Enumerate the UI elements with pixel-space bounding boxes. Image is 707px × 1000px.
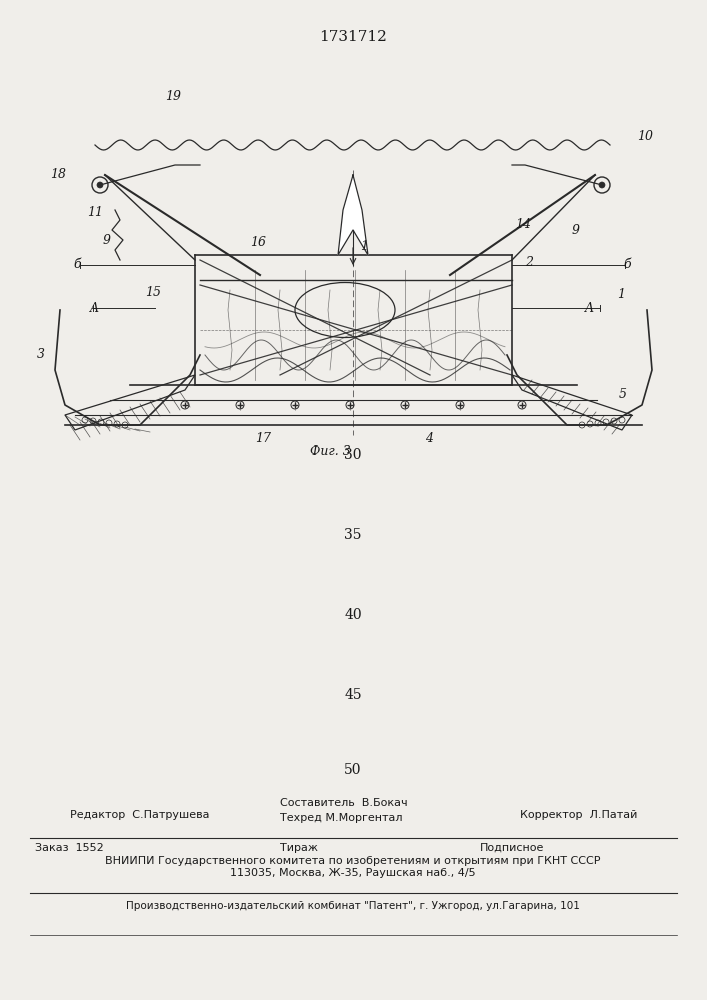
Text: A: A — [585, 302, 594, 314]
Text: 18: 18 — [50, 168, 66, 182]
Text: Заказ  1552: Заказ 1552 — [35, 843, 104, 853]
Text: 3: 3 — [37, 349, 45, 361]
Text: 1: 1 — [617, 288, 625, 302]
Text: Подписное: Подписное — [480, 843, 544, 853]
Text: 10: 10 — [637, 130, 653, 143]
Text: б: б — [73, 258, 81, 271]
Text: 9: 9 — [103, 233, 111, 246]
Text: 40: 40 — [344, 608, 362, 622]
Text: 45: 45 — [344, 688, 362, 702]
Circle shape — [97, 182, 103, 188]
Text: 19: 19 — [165, 91, 181, 104]
Text: 5: 5 — [619, 388, 627, 401]
Text: Составитель  В.Бокач: Составитель В.Бокач — [280, 798, 408, 808]
Text: Производственно-издательский комбинат "Патент", г. Ужгород, ул.Гагарина, 101: Производственно-издательский комбинат "П… — [126, 901, 580, 911]
Circle shape — [599, 182, 605, 188]
Text: 11: 11 — [87, 207, 103, 220]
Text: 35: 35 — [344, 528, 362, 542]
Text: 9: 9 — [572, 224, 580, 236]
Text: 1731712: 1731712 — [319, 30, 387, 44]
Text: Корректор  Л.Патай: Корректор Л.Патай — [520, 810, 638, 820]
Text: 17: 17 — [255, 432, 271, 444]
Text: 4: 4 — [425, 432, 433, 444]
Text: 2: 2 — [525, 255, 533, 268]
Text: 50: 50 — [344, 763, 362, 777]
Polygon shape — [338, 175, 368, 255]
Text: 30: 30 — [344, 448, 362, 462]
Text: A: A — [90, 302, 99, 314]
Text: Фиг. 3: Фиг. 3 — [310, 445, 351, 458]
Text: 113035, Москва, Ж-35, Раушская наб., 4/5: 113035, Москва, Ж-35, Раушская наб., 4/5 — [230, 868, 476, 878]
Text: Техред М.Моргентал: Техред М.Моргентал — [280, 813, 402, 823]
Text: Тираж: Тираж — [280, 843, 318, 853]
Text: 14: 14 — [515, 219, 531, 232]
Text: Редактор  С.Патрушева: Редактор С.Патрушева — [70, 810, 209, 820]
Text: ВНИИПИ Государственного комитета по изобретениям и открытиям при ГКНТ СССР: ВНИИПИ Государственного комитета по изоб… — [105, 856, 601, 866]
Text: 16: 16 — [250, 235, 266, 248]
Text: 1: 1 — [360, 240, 368, 253]
Text: 15: 15 — [145, 286, 161, 300]
Text: б: б — [623, 258, 631, 271]
